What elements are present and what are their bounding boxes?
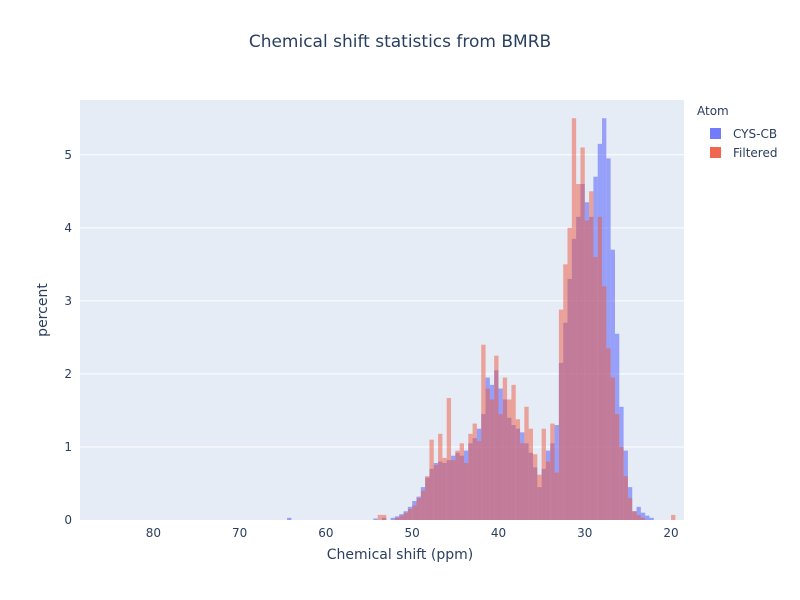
- histogram-bar[interactable]: [287, 517, 292, 520]
- histogram-bar[interactable]: [394, 517, 400, 520]
- histogram-bar[interactable]: [399, 515, 404, 520]
- histogram-bar[interactable]: [446, 398, 452, 520]
- histogram-bar[interactable]: [412, 505, 417, 520]
- y-axis-label: percent: [35, 283, 51, 337]
- histogram-bar[interactable]: [520, 443, 525, 520]
- x-tick-label: 60: [318, 526, 333, 540]
- histogram-bar[interactable]: [584, 220, 590, 521]
- histogram-bar[interactable]: [619, 446, 624, 520]
- histogram-bar[interactable]: [455, 450, 460, 520]
- histogram-bar[interactable]: [550, 423, 555, 520]
- y-tick-label: 1: [64, 440, 72, 454]
- histogram-bar[interactable]: [429, 439, 434, 520]
- histogram-bar[interactable]: [494, 355, 499, 520]
- histogram-bar[interactable]: [671, 514, 676, 520]
- histogram-bar[interactable]: [515, 419, 521, 520]
- x-axis-ticks: 80 70 60 50 40 30 20: [146, 526, 679, 540]
- histogram-bar[interactable]: [645, 515, 650, 520]
- series-filtered: [377, 118, 676, 521]
- histogram-bar[interactable]: [567, 227, 572, 520]
- histogram-bar[interactable]: [636, 514, 641, 520]
- histogram-bar[interactable]: [623, 476, 628, 520]
- histogram-bar[interactable]: [451, 460, 456, 520]
- legend-item-cys-cb[interactable]: CYS-CB: [697, 124, 777, 143]
- legend: Atom CYS-CB Filtered: [697, 104, 777, 162]
- histogram-bar[interactable]: [468, 433, 473, 520]
- histogram-bar[interactable]: [420, 490, 426, 520]
- histogram-bar[interactable]: [571, 118, 577, 521]
- histogram-bar[interactable]: [425, 476, 430, 520]
- histogram-bars: [287, 118, 676, 521]
- histogram-bar[interactable]: [533, 454, 538, 520]
- legend-title: Atom: [697, 104, 729, 118]
- histogram-bar[interactable]: [485, 388, 490, 520]
- histogram-bar[interactable]: [640, 517, 646, 520]
- histogram-bar[interactable]: [502, 377, 508, 520]
- histogram-bar[interactable]: [649, 517, 654, 520]
- histogram-bar[interactable]: [541, 428, 546, 520]
- x-tick-label: 70: [232, 526, 247, 540]
- y-tick-label: 3: [64, 294, 72, 308]
- y-tick-label: 5: [64, 148, 72, 162]
- histogram-bar[interactable]: [524, 406, 529, 520]
- histogram-bar[interactable]: [640, 512, 646, 520]
- histogram-bar[interactable]: [463, 463, 469, 520]
- x-tick-label: 30: [577, 526, 592, 540]
- y-tick-label: 4: [64, 221, 72, 235]
- x-axis-label: Chemical shift (ppm): [326, 547, 474, 563]
- histogram-bar[interactable]: [610, 377, 615, 520]
- histogram-bar[interactable]: [597, 216, 603, 520]
- legend-label: Filtered: [733, 145, 778, 160]
- chart-title: Chemical shift statistics from BMRB: [248, 32, 552, 52]
- legend-swatch: [710, 128, 721, 139]
- histogram-bar[interactable]: [576, 184, 581, 520]
- histogram-bar[interactable]: [589, 191, 594, 520]
- histogram-bar[interactable]: [476, 441, 482, 520]
- histogram-bar[interactable]: [507, 399, 512, 520]
- histogram-bar[interactable]: [511, 384, 516, 520]
- histogram-bar[interactable]: [593, 257, 598, 520]
- histogram-bar[interactable]: [407, 509, 413, 520]
- histogram-bar[interactable]: [558, 309, 564, 520]
- histogram-bar[interactable]: [481, 344, 486, 520]
- histogram-bar[interactable]: [390, 517, 395, 520]
- histogram-bar[interactable]: [602, 286, 607, 520]
- histogram-bar[interactable]: [498, 414, 503, 520]
- histogram-bar[interactable]: [442, 457, 447, 520]
- histogram-bar[interactable]: [528, 428, 533, 520]
- histogram-bar[interactable]: [489, 399, 495, 520]
- x-tick-label: 50: [405, 526, 420, 540]
- histogram-bar[interactable]: [636, 506, 641, 520]
- y-axis-ticks: 0 1 2 3 4 5: [64, 148, 72, 527]
- histogram-bar[interactable]: [545, 461, 551, 520]
- histogram-bar[interactable]: [472, 423, 477, 520]
- histogram-bar[interactable]: [373, 518, 378, 520]
- histogram-bar[interactable]: [563, 264, 568, 520]
- histogram-bar[interactable]: [537, 474, 542, 520]
- histogram-bar[interactable]: [554, 472, 559, 520]
- x-tick-label: 40: [491, 526, 506, 540]
- histogram-bar[interactable]: [606, 158, 611, 520]
- histogram-bar[interactable]: [416, 498, 421, 520]
- histogram-bar[interactable]: [627, 498, 633, 520]
- x-tick-label: 80: [146, 526, 161, 540]
- histogram-bar[interactable]: [459, 443, 464, 520]
- histogram-bar[interactable]: [632, 511, 637, 520]
- legend-item-filtered[interactable]: Filtered: [697, 143, 777, 162]
- histogram-bar[interactable]: [438, 433, 443, 520]
- x-tick-label: 20: [663, 526, 678, 540]
- histogram-bar[interactable]: [433, 465, 439, 520]
- histogram-bar[interactable]: [580, 147, 585, 520]
- histogram-bar[interactable]: [382, 514, 387, 520]
- histogram-bar[interactable]: [606, 348, 611, 520]
- legend-swatch: [710, 147, 721, 158]
- histogram-bar[interactable]: [403, 512, 408, 520]
- histogram-bar[interactable]: [377, 514, 382, 520]
- y-tick-label: 2: [64, 367, 72, 381]
- legend-label: CYS-CB: [733, 126, 778, 141]
- histogram-bar[interactable]: [614, 414, 620, 520]
- y-tick-label: 0: [64, 513, 72, 527]
